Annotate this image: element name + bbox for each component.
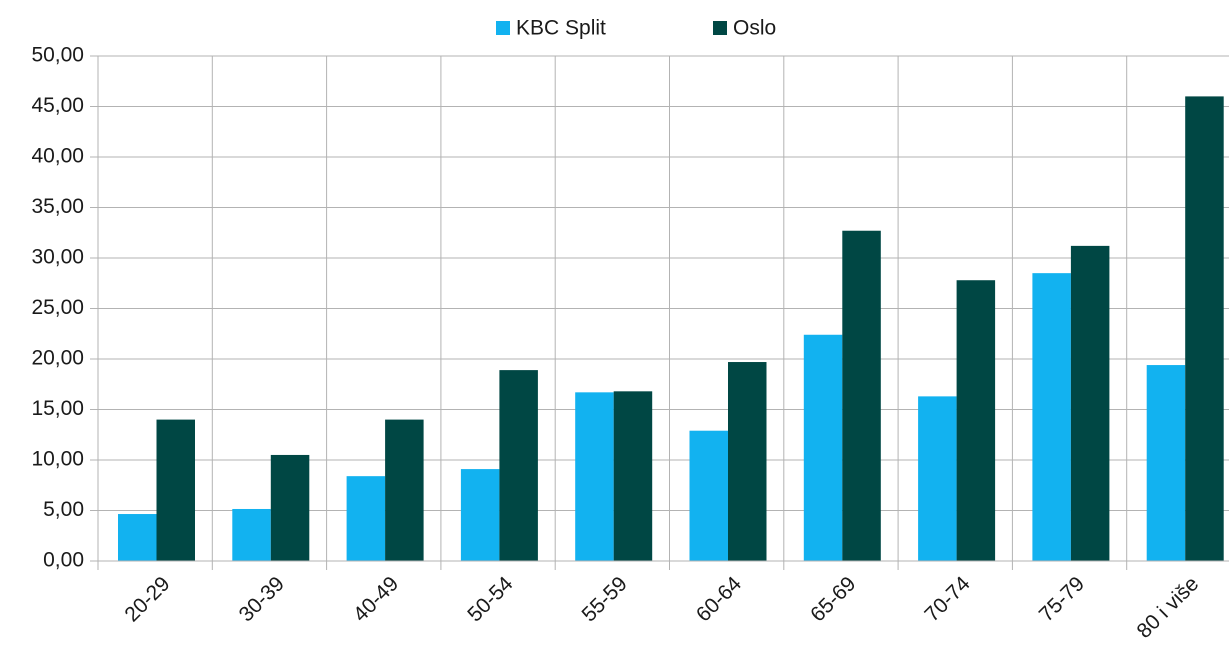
bar bbox=[728, 362, 767, 561]
bar bbox=[613, 391, 653, 561]
y-tick-label: 40,00 bbox=[31, 145, 84, 168]
bar bbox=[1146, 365, 1186, 561]
legend-swatch bbox=[496, 21, 510, 35]
bar bbox=[346, 476, 386, 561]
bar bbox=[499, 370, 538, 561]
legend-swatch bbox=[713, 21, 727, 35]
bar bbox=[385, 419, 424, 561]
x-tick-label: 40-49 bbox=[349, 572, 403, 626]
x-tick-label: 75-79 bbox=[1035, 572, 1089, 626]
y-tick-label: 20,00 bbox=[31, 347, 84, 370]
x-tick-label: 60-64 bbox=[692, 572, 746, 626]
bar bbox=[156, 419, 195, 561]
bar bbox=[956, 280, 996, 561]
bar bbox=[270, 454, 310, 561]
y-tick-label: 0,00 bbox=[43, 549, 84, 572]
bar bbox=[842, 230, 881, 562]
y-tick-label: 10,00 bbox=[31, 448, 84, 471]
x-tick-label: 70-74 bbox=[920, 572, 974, 626]
bar bbox=[232, 508, 271, 561]
y-tick-label: 30,00 bbox=[31, 246, 84, 269]
x-tick-label: 55-59 bbox=[578, 572, 632, 626]
y-tick-label: 15,00 bbox=[31, 397, 84, 420]
bar bbox=[1032, 273, 1071, 561]
bar bbox=[689, 430, 728, 561]
y-tick-label: 50,00 bbox=[31, 44, 84, 67]
x-tick-label: 65-69 bbox=[806, 572, 860, 626]
bar bbox=[575, 392, 614, 561]
legend-label: Oslo bbox=[733, 17, 776, 40]
bar bbox=[118, 514, 157, 561]
bar bbox=[918, 396, 957, 561]
x-tick-label: 50-54 bbox=[463, 572, 517, 626]
x-tick-label: 80 i više bbox=[1133, 572, 1204, 643]
bar bbox=[460, 469, 500, 561]
y-tick-label: 25,00 bbox=[31, 296, 84, 319]
y-tick-label: 45,00 bbox=[31, 94, 84, 117]
bar bbox=[1070, 245, 1110, 561]
bar bbox=[803, 334, 843, 561]
bar bbox=[1185, 96, 1224, 562]
legend-label: KBC Split bbox=[516, 17, 606, 40]
y-tick-label: 5,00 bbox=[43, 498, 84, 521]
x-tick-label: 30-39 bbox=[235, 572, 289, 626]
y-tick-label: 35,00 bbox=[31, 195, 84, 218]
x-tick-label: 20-29 bbox=[120, 572, 174, 626]
